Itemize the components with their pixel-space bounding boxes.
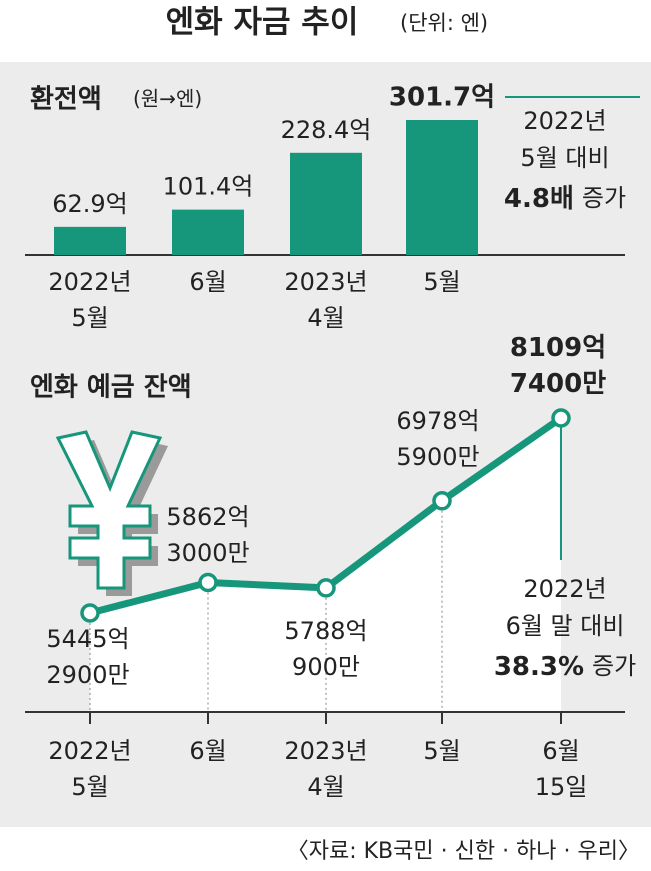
yen-icon: [55, 430, 168, 596]
x-tick-label: 2022년 5월: [48, 737, 131, 801]
value-label: 5862억 3000만: [166, 503, 249, 567]
annotation-highlight: 4.8배: [504, 184, 574, 214]
point: [316, 578, 336, 598]
point: [551, 408, 571, 428]
value-label: 6978억 5900만: [396, 407, 479, 471]
bar-title: 환전액: [30, 85, 102, 115]
annotation-line: 2022년: [523, 107, 606, 135]
x-tick-label: 6월: [189, 737, 226, 765]
point: [80, 603, 100, 623]
value-label: 228.4억: [281, 116, 372, 144]
annotation-line: 2022년: [523, 575, 606, 603]
value-label: 5445억 2900만: [46, 625, 129, 689]
annotation-suffix: 증가: [592, 652, 636, 680]
subtitle: (단위: 엔): [400, 11, 488, 35]
annotation-highlight: 38.3%: [494, 652, 584, 682]
x-tick-label: 2022년 5월: [48, 268, 131, 332]
annotation-suffix: 증가: [582, 184, 626, 212]
bar: [290, 152, 362, 255]
x-tick-label: 2023년 4월: [284, 268, 367, 332]
bar: [54, 226, 126, 255]
annotation-line: 38.3% 증가: [494, 652, 636, 682]
source: 〈자료: KB국민 · 신한 · 하나 · 우리〉: [287, 839, 640, 864]
annotation-line: 6월 말 대비: [506, 612, 625, 640]
value-label: 62.9억: [52, 190, 128, 218]
bar: [406, 120, 478, 255]
x-tick-label: 5월: [423, 268, 460, 296]
value-label: 5788억 900만: [284, 617, 367, 681]
x-tick-label: 2023년 4월: [284, 737, 367, 801]
annotation-line: 4.8배 증가: [504, 184, 626, 214]
value-label: 101.4억: [163, 173, 254, 201]
x-tick-label: 5월: [423, 737, 460, 765]
value-label: 301.7억: [389, 83, 495, 113]
line-title: 엔화 예금 잔액: [30, 373, 192, 403]
point: [432, 491, 452, 511]
x-tick-label: 6월: [189, 268, 226, 296]
x-tick-label: 6월 15일: [535, 737, 588, 801]
value-label: 8109억 7400만: [510, 333, 606, 399]
point: [198, 572, 218, 593]
bar: [172, 209, 244, 255]
bar-subtitle: (원→엔): [133, 87, 202, 111]
title: 엔화 자금 추이: [166, 5, 359, 41]
annotation-line: 5월 대비: [520, 144, 609, 172]
